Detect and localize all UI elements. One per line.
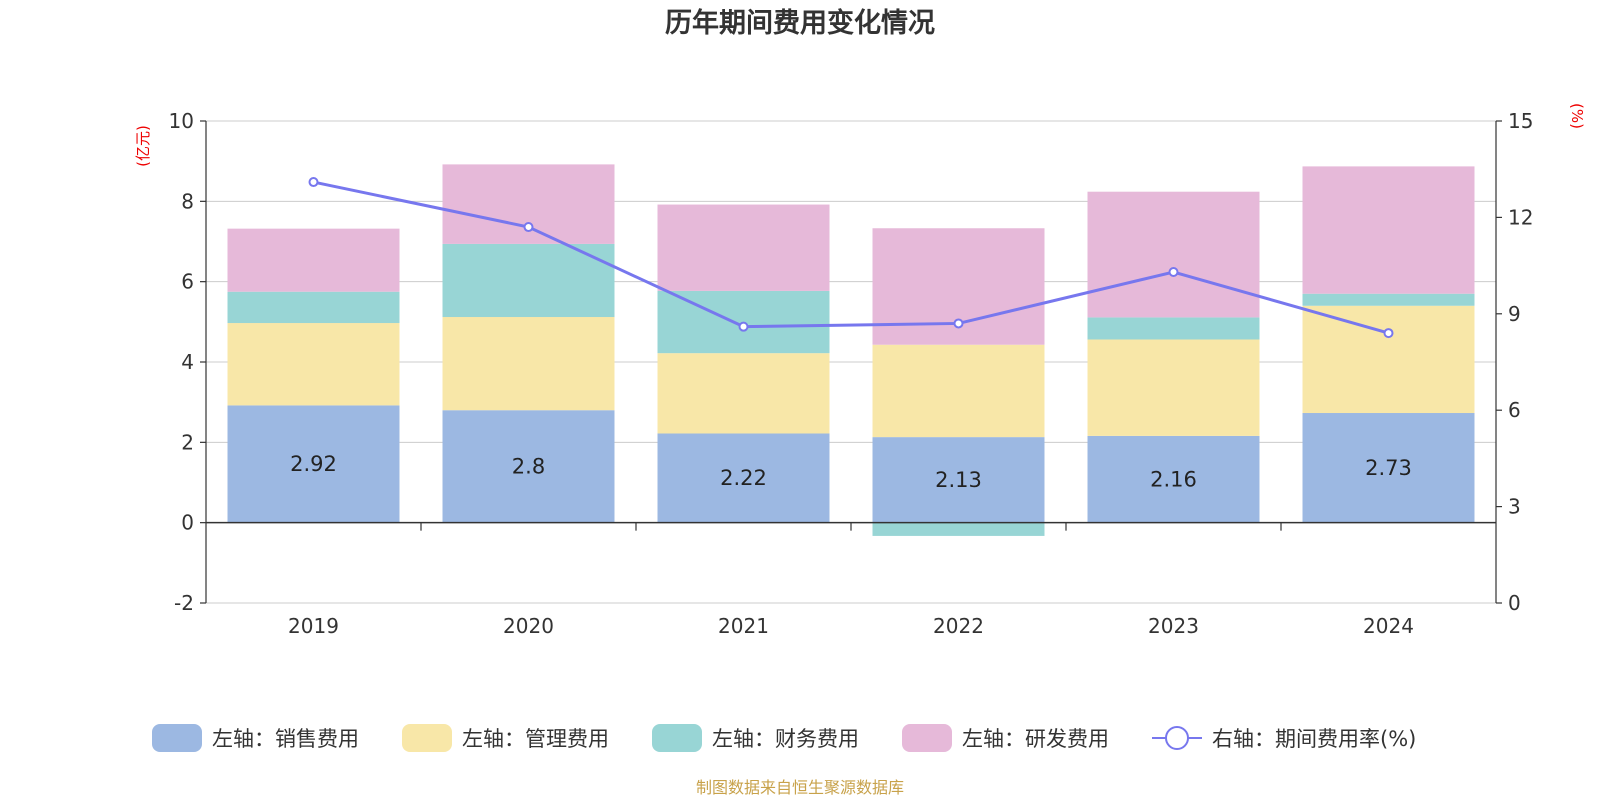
right-tick-label: 6: [1508, 398, 1521, 422]
bar-2022-series-1: [872, 344, 1045, 438]
bar-2019-series-1: [227, 323, 400, 406]
bar-2019-series-3: [227, 228, 400, 292]
legend-item-1: 左轴：管理费用: [402, 724, 609, 752]
left-tick-label: 0: [181, 511, 194, 535]
bar-2023-series-1: [1087, 339, 1260, 436]
rate-point-2022: [953, 318, 964, 329]
bar-2024-series-0: [1302, 413, 1475, 523]
rate-point-2020: [523, 222, 534, 233]
legend-label: 左轴：管理费用: [462, 727, 609, 751]
legend-label: 左轴：销售费用: [212, 727, 359, 751]
legend-label: 右轴：期间费用率(%): [1212, 727, 1416, 751]
rate-point-2021: [738, 321, 749, 332]
bar-2024-series-2: [1302, 293, 1475, 306]
data-label-2020: 2.8: [512, 454, 545, 478]
legend-label: 左轴：研发费用: [962, 727, 1109, 751]
legend-swatch: [402, 724, 452, 752]
right-axis-ticks: 15 12 9 6 3 0: [1496, 109, 1533, 615]
left-tick-label: 6: [181, 270, 194, 294]
right-axis-unit: (%): [1568, 103, 1586, 129]
data-label-2019: 2.92: [290, 452, 337, 476]
bar-2024-series-3: [1302, 166, 1475, 294]
legend-label: 左轴：财务费用: [712, 727, 859, 751]
left-axis-ticks: 10 8 6 4 2 0 -2: [169, 109, 206, 615]
bar-2021-series-1: [657, 353, 830, 434]
left-tick-label: 10: [169, 109, 194, 133]
grid: [206, 120, 1496, 604]
x-tick-label: 2020: [503, 614, 554, 638]
rate-point-2023: [1168, 267, 1179, 278]
x-tick-label: 2021: [718, 614, 769, 638]
right-tick-label: 0: [1508, 591, 1521, 615]
bar-2023-series-0: [1087, 435, 1260, 523]
x-axis-ticks: 2019 2020 2021 2022 2023 2024: [288, 614, 1414, 638]
source-note: 制图数据来自恒生聚源数据库: [696, 778, 904, 797]
left-tick-label: -2: [174, 591, 194, 615]
legend-item-0: 左轴：销售费用: [152, 724, 359, 752]
left-tick-label: 2: [181, 430, 194, 454]
data-label-2023: 2.16: [1150, 467, 1197, 491]
x-tick-label: 2023: [1148, 614, 1199, 638]
bar-2020-series-1: [442, 317, 615, 411]
bar-2019-series-0: [227, 405, 400, 523]
legend-item-2: 左轴：财务费用: [652, 724, 859, 752]
legend-swatch: [902, 724, 952, 752]
bar-2024-series-1: [1302, 305, 1475, 414]
x-tick-label: 2024: [1363, 614, 1414, 638]
data-label-2021: 2.22: [720, 466, 767, 490]
legend-swatch: [152, 724, 202, 752]
bar-2023-series-3: [1087, 191, 1260, 318]
bar-2020-series-0: [442, 410, 615, 523]
legend-swatch: [652, 724, 702, 752]
bar-2021-series-3: [657, 204, 830, 291]
right-tick-label: 9: [1508, 302, 1521, 326]
rate-point-2024: [1383, 328, 1394, 339]
legend: 左轴：销售费用 左轴：管理费用 左轴：财务费用 左轴：研发费用 右轴：期间费用率(%): [152, 724, 1416, 752]
bar-2023-series-2: [1087, 317, 1260, 340]
left-tick-label: 4: [181, 350, 194, 374]
rate-line-path: [313, 180, 1389, 335]
legend-marker: [1165, 726, 1189, 750]
data-labels: 2.92 2.8 2.22 2.13 2.16 2.73: [290, 452, 1412, 492]
x-tick-label: 2022: [933, 614, 984, 638]
bar-2020-series-2: [442, 243, 615, 318]
bar-2019-series-2: [227, 291, 400, 324]
rate-point-2019: [308, 177, 319, 188]
rate-line: [308, 177, 1394, 339]
right-tick-label: 3: [1508, 495, 1521, 519]
data-label-2022: 2.13: [935, 468, 982, 492]
legend-item-4: 右轴：期间费用率(%): [1152, 726, 1416, 751]
bar-2022-series-2: [872, 522, 1045, 536]
chart-title: 历年期间费用变化情况: [665, 7, 935, 39]
left-axis-unit: (亿元): [134, 125, 152, 167]
right-tick-label: 12: [1508, 205, 1533, 229]
bar-2022-series-0: [872, 437, 1045, 523]
left-tick-label: 8: [181, 189, 194, 213]
legend-item-3: 左轴：研发费用: [902, 724, 1109, 752]
data-label-2024: 2.73: [1365, 456, 1412, 480]
bars: [227, 164, 1475, 536]
right-tick-label: 15: [1508, 109, 1533, 133]
x-tick-label: 2019: [288, 614, 339, 638]
bar-2021-series-0: [657, 433, 830, 523]
